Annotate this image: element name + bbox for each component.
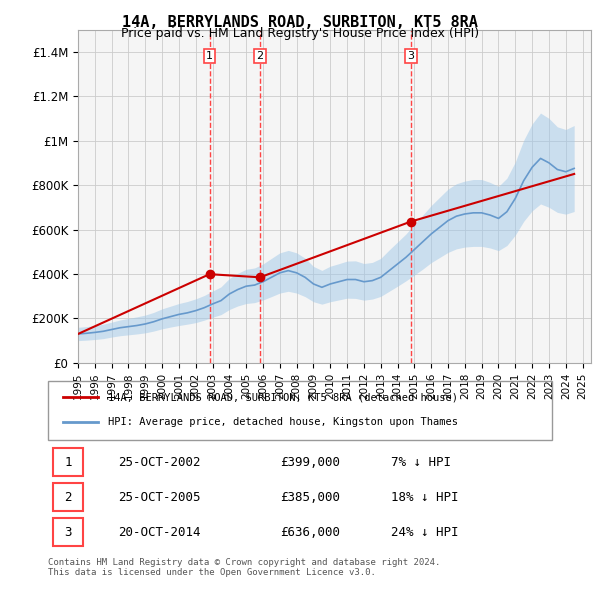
Text: 25-OCT-2002: 25-OCT-2002 xyxy=(119,455,201,468)
Text: £385,000: £385,000 xyxy=(280,490,340,504)
FancyBboxPatch shape xyxy=(53,448,83,476)
Text: Contains HM Land Registry data © Crown copyright and database right 2024.
This d: Contains HM Land Registry data © Crown c… xyxy=(48,558,440,577)
Text: 20-OCT-2014: 20-OCT-2014 xyxy=(119,526,201,539)
Text: 3: 3 xyxy=(407,51,415,61)
FancyBboxPatch shape xyxy=(53,483,83,512)
Text: HPI: Average price, detached house, Kingston upon Thames: HPI: Average price, detached house, King… xyxy=(109,417,458,427)
Text: 18% ↓ HPI: 18% ↓ HPI xyxy=(391,490,458,504)
Text: 14A, BERRYLANDS ROAD, SURBITON, KT5 8RA: 14A, BERRYLANDS ROAD, SURBITON, KT5 8RA xyxy=(122,15,478,30)
Text: £636,000: £636,000 xyxy=(280,526,340,539)
FancyBboxPatch shape xyxy=(53,518,83,546)
Text: 24% ↓ HPI: 24% ↓ HPI xyxy=(391,526,458,539)
Text: 14A, BERRYLANDS ROAD, SURBITON, KT5 8RA (detached house): 14A, BERRYLANDS ROAD, SURBITON, KT5 8RA … xyxy=(109,392,458,402)
Text: 1: 1 xyxy=(64,455,72,468)
Text: 7% ↓ HPI: 7% ↓ HPI xyxy=(391,455,451,468)
Text: £399,000: £399,000 xyxy=(280,455,340,468)
Text: 3: 3 xyxy=(64,526,72,539)
Text: 25-OCT-2005: 25-OCT-2005 xyxy=(119,490,201,504)
Text: 2: 2 xyxy=(256,51,263,61)
Text: 2: 2 xyxy=(64,490,72,504)
Text: Price paid vs. HM Land Registry's House Price Index (HPI): Price paid vs. HM Land Registry's House … xyxy=(121,27,479,40)
Text: 1: 1 xyxy=(206,51,213,61)
